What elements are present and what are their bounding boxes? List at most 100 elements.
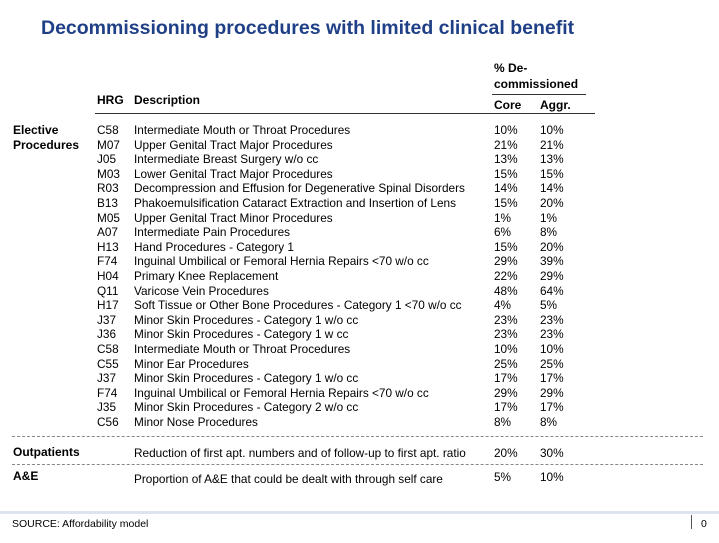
section-divider [12, 436, 703, 437]
table-row: F74 Inguinal Umbilical or Femoral Hernia … [0, 386, 719, 401]
hrg-cell: J35 [97, 400, 117, 415]
description-cell: Inguinal Umbilical or Femoral Hernia Rep… [134, 385, 429, 400]
core-cell: 23% [494, 312, 518, 327]
aggr-cell: 1% [540, 210, 558, 225]
hrg-cell: C58 [97, 123, 119, 137]
hrg-cell: F74 [97, 385, 118, 400]
hrg-cell: J05 [97, 152, 117, 167]
core-header: Core [494, 98, 522, 112]
hrg-cell: F74 [97, 254, 118, 269]
core-cell: 6% [494, 225, 512, 240]
table-row: C56 Minor Nose Procedures 8% 8% [0, 415, 719, 430]
table-row: H04 Primary Knee Replacement 22% 29% [0, 269, 719, 284]
core-cell: 17% [494, 371, 518, 386]
source-note: SOURCE: Affordability model [12, 518, 149, 530]
description-cell: Soft Tissue or Other Bone Procedures - C… [134, 298, 462, 313]
core-cell: 13% [494, 152, 518, 167]
table-row: C58 Intermediate Mouth or Throat Procedur… [0, 342, 719, 357]
core-cell: 10% [494, 123, 518, 137]
table-row: M05 Upper Genital Tract Minor Procedures 1… [0, 211, 719, 226]
header-rule [95, 113, 595, 114]
core-cell: 8% [494, 415, 512, 429]
section-label-elective-line2: Procedures [13, 138, 80, 152]
aggr-cell: 39% [540, 254, 564, 269]
description-cell: Primary Knee Replacement [134, 269, 279, 283]
table-row: C58 Intermediate Mouth or Throat Procedur… [0, 123, 719, 138]
ae-row: 5% 10% [0, 470, 719, 485]
core-cell: 15% [494, 239, 518, 254]
aggr-cell: 64% [540, 283, 564, 298]
aggr-cell: 23% [540, 312, 564, 327]
core-cell: 29% [494, 385, 518, 400]
core-cell: 17% [494, 400, 518, 415]
aggr-header: Aggr. [540, 98, 571, 112]
description-cell: Upper Genital Tract Major Procedures [134, 137, 333, 152]
aggr-cell: 14% [540, 181, 564, 196]
description-header: Description [134, 93, 201, 107]
outpatients-row: Reduction of first apt. numbers and of f… [0, 446, 719, 461]
description-cell: Lower Genital Tract Major Procedures [134, 166, 333, 181]
aggr-cell: 5% [540, 298, 558, 313]
description-cell: Upper Genital Tract Minor Procedures [134, 210, 333, 225]
slide-title: Decommissioning procedures with limited … [41, 17, 575, 39]
core-cell: 48% [494, 283, 518, 298]
description-cell: Minor Skin Procedures - Category 2 w/o c… [134, 400, 359, 415]
description-cell: Intermediate Breast Surgery w/o cc [134, 152, 319, 167]
hrg-cell: M07 [97, 137, 120, 152]
hrg-cell: H04 [97, 269, 119, 283]
ae-description-row: Proportion of A&E that could be dealt wi… [0, 472, 719, 487]
outpatients-core: 20% [494, 446, 518, 460]
section-divider [12, 464, 703, 465]
table-row: M03 Lower Genital Tract Major Procedures 1… [0, 167, 719, 182]
core-cell: 25% [494, 356, 518, 371]
hrg-cell: M05 [97, 210, 120, 225]
core-cell: 4% [494, 298, 512, 313]
description-cell: Intermediate Mouth or Throat Procedures [134, 342, 351, 356]
section-label-elective-line1: Elective [13, 123, 59, 137]
pct-decommissioned-header-line1: % De- [494, 61, 528, 75]
hrg-cell: R03 [97, 181, 119, 196]
page-number-separator [691, 515, 692, 529]
table-row: R03 Decompression and Effusion for Degene… [0, 181, 719, 196]
aggr-cell: 8% [540, 415, 558, 429]
core-cell: 29% [494, 254, 518, 269]
ae-description: Proportion of A&E that could be dealt wi… [134, 472, 443, 486]
core-cell: 22% [494, 269, 518, 283]
outpatients-description: Reduction of first apt. numbers and of f… [134, 446, 466, 460]
description-cell: Varicose Vein Procedures [134, 283, 269, 298]
core-cell: 15% [494, 166, 518, 181]
hrg-cell: M03 [97, 166, 120, 181]
page-number: 0 [701, 518, 707, 530]
core-cell: 23% [494, 327, 518, 342]
hrg-cell: J37 [97, 371, 117, 386]
section-label-ae: A&E [13, 469, 39, 483]
description-cell: Hand Procedures - Category 1 [134, 239, 294, 254]
core-cell: 1% [494, 210, 512, 225]
hrg-header: HRG [97, 93, 124, 107]
hrg-cell: C55 [97, 356, 119, 371]
description-cell: Minor Skin Procedures - Category 1 w/o c… [134, 371, 359, 386]
table-row: H17 Soft Tissue or Other Bone Procedures … [0, 298, 719, 313]
section-label-elective: Elective Procedures [13, 123, 79, 153]
pct-decommissioned-header-line2: commissioned [494, 77, 579, 91]
table-row: Q11 Varicose Vein Procedures 48% 64% [0, 284, 719, 299]
table-row: J35 Minor Skin Procedures - Category 2 w/… [0, 400, 719, 415]
description-cell: Intermediate Pain Procedures [134, 225, 291, 240]
aggr-cell: 23% [540, 327, 564, 342]
aggr-cell: 25% [540, 356, 564, 371]
aggr-cell: 8% [540, 225, 558, 240]
ae-core: 5% [494, 470, 512, 484]
outpatients-aggr: 30% [540, 446, 564, 460]
core-cell: 15% [494, 196, 518, 210]
aggr-cell: 10% [540, 123, 564, 137]
hrg-cell: J37 [97, 312, 117, 327]
description-cell: Inguinal Umbilical or Femoral Hernia Rep… [134, 254, 429, 269]
aggr-cell: 17% [540, 371, 564, 386]
aggr-cell: 13% [540, 152, 564, 167]
hrg-cell: H17 [97, 298, 119, 313]
table-row: J37 Minor Skin Procedures - Category 1 w/… [0, 371, 719, 386]
hrg-cell: B13 [97, 196, 118, 210]
aggr-cell: 21% [540, 137, 564, 152]
aggr-cell: 20% [540, 239, 564, 254]
hrg-cell: J36 [97, 327, 117, 342]
